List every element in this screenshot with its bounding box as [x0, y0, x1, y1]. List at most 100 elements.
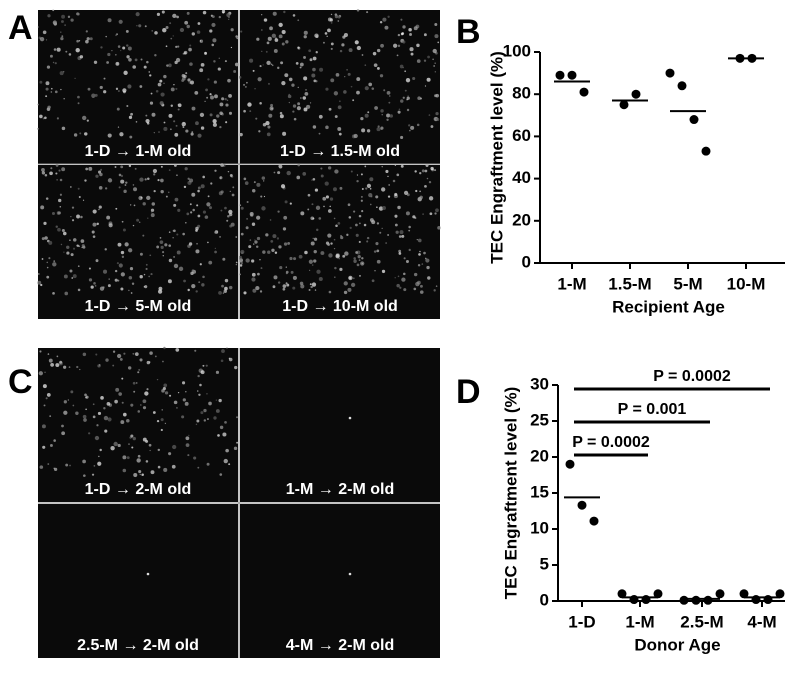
- cell-signal: [387, 195, 391, 198]
- cell-signal: [402, 40, 406, 44]
- cell-signal: [435, 112, 439, 116]
- cell-signal: [168, 244, 172, 247]
- data-point: [689, 115, 699, 125]
- cell-signal: [265, 120, 270, 126]
- cell-signal: [402, 25, 406, 29]
- cell-signal: [143, 65, 147, 69]
- cell-signal: [368, 82, 373, 87]
- cell-signal: [224, 286, 228, 291]
- cell-signal: [56, 117, 59, 120]
- cell-signal: [152, 168, 158, 174]
- cell-signal: [196, 419, 200, 423]
- cell-signal: [240, 206, 244, 210]
- cell-signal: [190, 80, 194, 85]
- cell-signal: [206, 392, 208, 395]
- cell-signal: [165, 45, 168, 48]
- cell-signal: [110, 445, 115, 451]
- cell-signal: [127, 46, 132, 51]
- cell-signal: [45, 397, 48, 400]
- cell-signal: [79, 55, 84, 59]
- cell-signal: [41, 171, 46, 175]
- cell-signal: [158, 131, 160, 133]
- cell-signal: [70, 390, 74, 394]
- cell-signal: [173, 263, 179, 269]
- cell-signal: [161, 10, 165, 14]
- cell-signal: [154, 53, 157, 57]
- micrograph: [240, 348, 440, 502]
- cell-signal: [61, 20, 64, 23]
- cell-signal: [232, 186, 235, 189]
- cell-signal: [337, 127, 342, 131]
- cell-signal: [434, 23, 438, 27]
- cell-signal: [52, 20, 57, 25]
- cell-signal: [205, 88, 208, 92]
- cell-signal: [199, 112, 205, 118]
- cell-signal: [313, 259, 317, 263]
- cell-signal: [367, 111, 370, 114]
- cell-signal: [350, 282, 356, 288]
- cell-signal: [45, 95, 48, 98]
- cell-signal: [200, 126, 205, 130]
- cell-signal: [252, 189, 256, 193]
- cell-signal: [416, 238, 419, 241]
- image-caption: 1-D → 1-M old: [85, 143, 192, 160]
- cell-signal: [277, 171, 281, 175]
- cell-signal: [272, 11, 277, 16]
- cell-signal: [228, 94, 232, 98]
- cell-signal: [254, 88, 256, 90]
- cell-signal: [337, 222, 341, 225]
- cell-signal: [55, 363, 60, 368]
- cell-signal: [326, 35, 328, 38]
- cell-signal: [266, 60, 271, 66]
- cell-signal: [206, 418, 209, 420]
- cell-signal: [406, 98, 408, 101]
- cell-signal: [42, 384, 47, 389]
- cell-signal: [212, 38, 217, 43]
- cell-signal: [202, 175, 205, 179]
- cell-signal: [225, 448, 229, 453]
- cell-signal: [286, 283, 290, 287]
- cell-signal: [327, 28, 331, 33]
- cell-signal: [47, 463, 50, 465]
- cell-signal: [356, 8, 360, 12]
- cell-signal: [292, 286, 296, 290]
- cell-signal: [202, 10, 207, 15]
- cell-signal: [42, 445, 46, 449]
- cell-signal: [343, 90, 347, 94]
- cell-signal: [282, 227, 287, 231]
- cell-signal: [329, 197, 334, 201]
- data-point: [691, 595, 701, 605]
- cell-signal: [181, 79, 185, 82]
- cell-signal: [366, 129, 371, 133]
- cell-signal: [298, 254, 303, 259]
- cell-signal: [138, 470, 142, 474]
- cell-signal: [281, 42, 285, 46]
- cell-signal: [285, 266, 287, 268]
- cell-signal: [115, 54, 117, 56]
- cell-signal: [96, 424, 99, 427]
- cell-signal: [426, 177, 429, 180]
- cell-signal: [246, 218, 248, 220]
- cell-signal: [98, 208, 100, 211]
- cell-signal: [403, 190, 409, 196]
- cell-signal: [157, 179, 160, 182]
- cell-signal: [376, 249, 380, 253]
- cell-signal: [172, 35, 174, 37]
- cell-signal: [265, 50, 268, 53]
- cell-signal: [266, 41, 270, 45]
- cell-signal: [45, 197, 49, 200]
- cell-signal: [285, 272, 288, 275]
- cell-signal: [188, 47, 192, 52]
- cell-signal: [102, 269, 108, 274]
- cell-signal: [385, 242, 388, 245]
- cell-signal: [157, 289, 163, 294]
- x-tick-label: 1.5-M: [608, 274, 651, 293]
- cell-signal: [375, 195, 379, 199]
- cell-signal: [203, 408, 207, 413]
- cell-signal: [396, 173, 400, 177]
- cell-signal: [401, 277, 406, 282]
- cell-signal: [435, 285, 438, 287]
- cell-signal: [239, 264, 243, 267]
- cell-signal: [170, 104, 173, 107]
- cell-signal: [224, 278, 229, 283]
